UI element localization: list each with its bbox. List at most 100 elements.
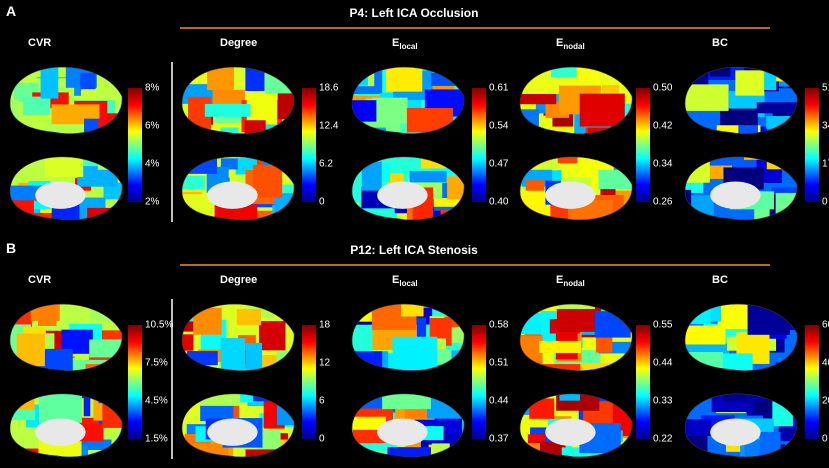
brain-region [45, 156, 84, 178]
colorbar-tick: 17 [822, 159, 829, 170]
brain-region [766, 156, 798, 170]
brain-outline [181, 156, 295, 221]
brain-region [352, 202, 360, 219]
brain-region [245, 67, 265, 91]
medial-wall [377, 418, 428, 446]
brain-region [431, 72, 457, 86]
brain-region [244, 120, 266, 134]
brain-region [720, 108, 758, 126]
brain-region [245, 449, 291, 457]
brain-surface [520, 304, 633, 371]
brain-region [352, 416, 386, 430]
brain-region [193, 307, 222, 335]
brain-region [685, 352, 724, 371]
colorbar-tick: 34 [822, 121, 829, 132]
medial-wall [35, 181, 86, 209]
colorbar-tick: 18 [319, 320, 331, 331]
brain-outline [9, 303, 123, 372]
brain-region [77, 166, 118, 187]
column-label: Elocal [392, 37, 418, 51]
colorbar-tick: 0.61 [489, 83, 509, 94]
colorbar-tick: 20 [822, 396, 829, 407]
brain-region [16, 333, 45, 367]
brain-region [747, 304, 791, 335]
brain-region [220, 338, 246, 371]
brain-surface [10, 67, 123, 134]
brain-outline [519, 303, 633, 372]
brain-surface [520, 156, 633, 220]
brain-region [539, 340, 582, 353]
brain-region [772, 394, 793, 427]
brain-surface [685, 67, 798, 134]
medial-wall [207, 418, 258, 446]
brain-region [548, 156, 578, 164]
colorbar-tick: 10.5% [145, 320, 173, 331]
brain-region [565, 363, 612, 371]
brain-region [103, 182, 123, 200]
brain-region [275, 363, 295, 371]
colorbar-tick: 51 [822, 83, 829, 94]
colorbar [805, 325, 819, 439]
brain-region [431, 443, 450, 457]
colorbar-tick: 0.44 [653, 358, 673, 369]
brain-region [229, 393, 274, 403]
label-main: BC [712, 274, 728, 286]
brain-region [520, 67, 549, 70]
brain-outline [519, 393, 633, 458]
brain-region [594, 311, 631, 338]
colorbar-tick: 12 [319, 358, 331, 369]
brain-region [277, 85, 295, 120]
brain-region [685, 419, 712, 436]
brain-outline [351, 156, 465, 221]
brain-region [236, 309, 262, 326]
colorbar-tick: 1.5% [145, 434, 168, 445]
brain-region [596, 85, 620, 97]
brain-region [573, 67, 599, 82]
brain-region [187, 351, 218, 366]
brain-region [525, 180, 545, 191]
brain-region [352, 67, 383, 94]
medial-wall [35, 418, 86, 446]
label-sub: nodal [563, 279, 584, 288]
brain-region [420, 156, 446, 169]
brain-region [369, 127, 386, 134]
colorbar [128, 325, 142, 439]
brain-region [723, 393, 759, 402]
colorbar-tick: 0 [822, 434, 828, 445]
colorbar [636, 325, 650, 439]
medial-wall [545, 181, 596, 209]
brain-surface [182, 156, 295, 220]
brain-region [182, 175, 205, 190]
brain-region [186, 67, 211, 85]
brain-region [261, 355, 295, 371]
label-sub: local [399, 279, 417, 288]
brain-region [385, 67, 423, 92]
column-label: CVR [28, 274, 51, 286]
brain-region [270, 67, 290, 73]
colorbar [128, 88, 142, 202]
brain-region [717, 353, 753, 371]
brain-region [37, 348, 73, 371]
brain-outline [684, 393, 798, 458]
brain-region [520, 443, 540, 457]
brain-outline [351, 393, 465, 458]
brain-region [246, 92, 278, 125]
colorbar-tick: 0.37 [489, 434, 509, 445]
brain-region [529, 398, 555, 419]
colorbar [302, 325, 316, 439]
brain-region [382, 393, 431, 410]
brain-region [10, 121, 21, 134]
brain-region [10, 156, 17, 165]
panel-title: P12: Left ICA Stenosis [350, 243, 478, 257]
colorbar-tick: 0.55 [653, 320, 673, 331]
colorbar-tick: 0.42 [653, 121, 673, 132]
brain-region [685, 325, 726, 345]
label-main: Degree [220, 37, 257, 49]
colorbar-tick: 6 [319, 396, 325, 407]
brain-region [756, 102, 798, 114]
column-label: CVR [28, 37, 51, 49]
brain-region [95, 156, 123, 161]
brain-region [245, 342, 263, 371]
brain-region [556, 308, 602, 332]
brain-region [587, 123, 612, 134]
